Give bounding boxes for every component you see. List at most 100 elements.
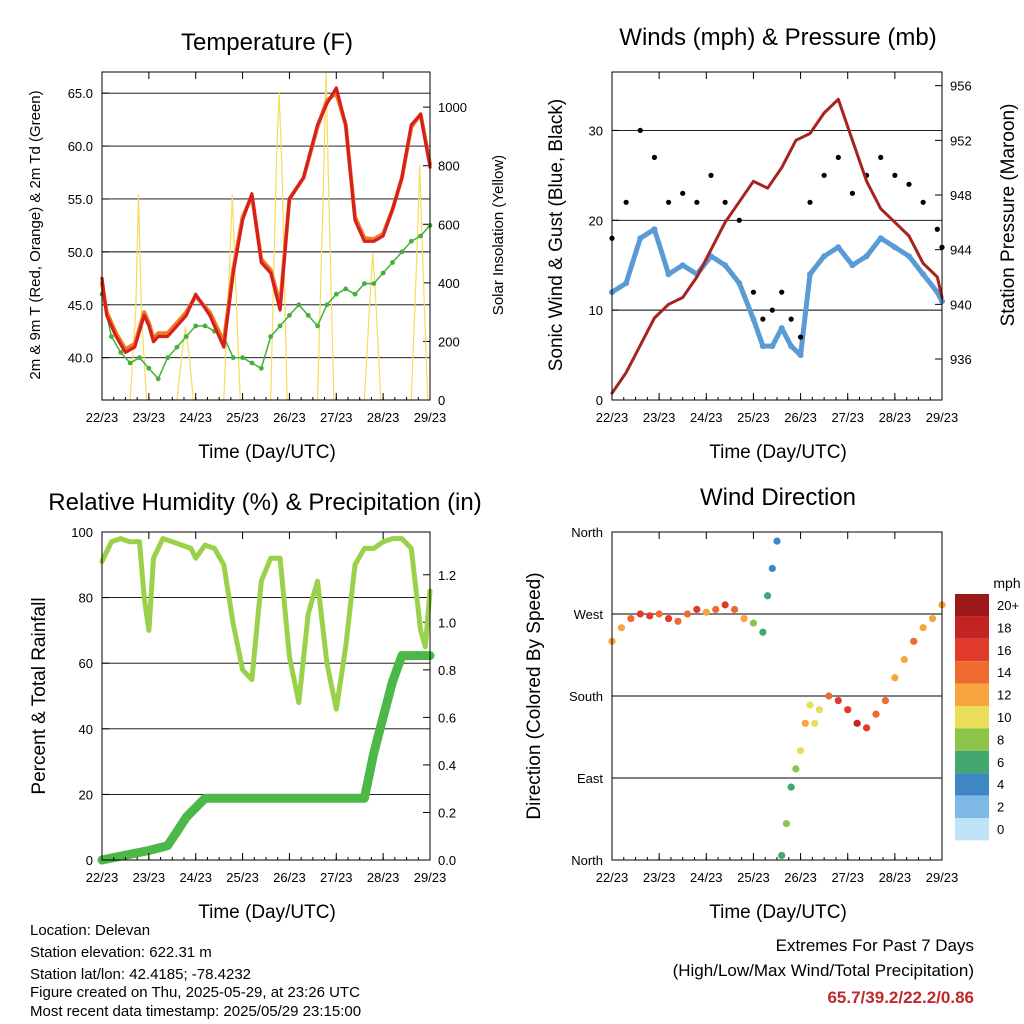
temperature-left-ylabel: 2m & 9m T (Red, Orange) & 2m Td (Green) [27,90,44,379]
x-tick-label: 27/23 [831,870,864,885]
y-tick-label: 55.0 [68,192,93,207]
y-tick-label: North [571,525,603,540]
y-tick-label: 10 [589,303,603,318]
legend-swatch [955,773,989,796]
legend-label: 10 [997,710,1011,725]
direction-point [693,605,701,614]
x-tick-label: 23/23 [643,410,676,425]
direction-point [646,612,654,620]
legend-label: 16 [997,643,1011,658]
y-right-tick-label: 600 [438,217,460,232]
direction-point [919,624,927,632]
info-created: Figure created on Thu, 2025-05-29, at 23… [30,984,360,1001]
legend-label: 12 [997,688,1011,703]
sonic-wind-point [759,343,766,350]
sonic-wind-point [637,235,644,242]
direction-point [627,614,635,623]
x-tick-label: 26/23 [273,410,306,425]
gust-point [769,307,775,313]
direction-title: Wind Direction [700,484,856,511]
temperature-plot: 40.0 45.0 50.0 55.0 60.0 65.0 0 200 400 600 800 100… [68,71,467,425]
legend-label: 8 [997,732,1004,747]
x-tick-label: 28/23 [879,410,912,425]
y-tick-label: 0 [86,853,93,868]
legend-title: mph [993,575,1020,591]
humidity-xlabel: Time (Day/UTC) [198,902,336,923]
y-tick-label: 40 [79,722,93,737]
x-tick-label: 26/23 [784,410,817,425]
sonic-wind-point [920,271,927,278]
sonic-wind-point [788,343,795,350]
sonic-wind-point [778,325,785,332]
x-tick-label: 27/23 [320,410,353,425]
sonic-wind-point [769,343,776,350]
x-tick-label: 29/23 [926,410,959,425]
plot-frame [611,71,943,401]
direction-point [825,692,833,700]
sonic-wind-point [906,253,912,260]
sonic-wind-point [797,352,804,359]
direction-point [655,610,663,618]
winds-right-ylabel: Station Pressure (Maroon) [998,104,1019,327]
gust-point [760,316,766,322]
direction-point [815,706,824,714]
direction-point [617,624,626,632]
sonic-wind-point [750,316,757,323]
direction-point [664,614,673,623]
direction-xlabel: Time (Day/UTC) [709,902,847,923]
direction-point [811,719,819,727]
extremes-values: 65.7/39.2/22.2/0.86 [827,988,974,1007]
y-right-tick-label: 0 [438,393,445,408]
y-tick-label: 60 [79,656,93,671]
sonic-wind-point [665,271,672,278]
legend-swatch [955,795,989,818]
info-recent: Most recent data timestamp: 2025/05/29 2… [30,1003,362,1020]
direction-point [763,592,772,600]
y-right-tick-label: 1.0 [438,615,456,630]
temperature-right-ylabel: Solar Insolation (Yellow) [490,155,507,315]
gust-point [665,199,672,205]
y-tick-label: 30 [589,123,603,138]
sonic-wind-point [877,235,884,242]
sonic-wind-point [623,280,630,287]
x-tick-label: 28/23 [367,410,400,425]
x-tick-label: 29/23 [926,870,959,885]
sonic-wind-point [736,280,743,287]
direction-point [702,608,710,616]
direction-point [749,619,758,627]
direction-point [900,655,908,664]
y-tick-label: West [574,607,604,622]
extremes-heading: Extremes For Past 7 Days [775,936,974,955]
y-right-tick-label: 956 [950,79,972,94]
y-tick-label: 100 [71,525,93,540]
y-right-tick-label: 952 [950,133,972,148]
direction-point [872,710,880,718]
x-tick-label: 23/23 [133,870,166,885]
sonic-wind-point [651,226,658,233]
direction-point [787,783,795,791]
x-tick-label: 22/23 [596,870,629,885]
sonic-wind-point [849,262,856,269]
gust-point [878,154,884,160]
sonic-wind-point [679,262,686,269]
y-tick-label: 60.0 [68,139,93,154]
legend-label: 2 [997,800,1004,815]
x-tick-label: 25/23 [737,870,770,885]
legend-label: 18 [997,620,1011,635]
y-tick-label: 50.0 [68,245,93,260]
y-tick-label: 20 [79,787,93,802]
direction-plot: North East South West North 22/23 23/23 24/23 25… [569,525,958,885]
y-right-tick-label: 1000 [438,100,467,115]
humidity-panel: Relative Humidity (%) & Precipitation (i… [29,489,482,923]
x-tick-label: 25/23 [226,870,259,885]
gust-point [807,199,813,205]
winds-title: Winds (mph) & Pressure (mb) [619,24,936,51]
x-tick-label: 22/23 [86,870,119,885]
info-location: Location: Delevan [30,922,151,939]
temperature-title: Temperature (F) [181,29,353,56]
legend-label: 0 [997,822,1004,837]
legend-label: 20+ [997,598,1019,613]
y-tick-label: 80 [79,591,93,606]
y-tick-label: 45.0 [68,298,93,313]
direction-panel: Wind Direction NorthEastSouthWestNorth22… [524,484,1021,923]
